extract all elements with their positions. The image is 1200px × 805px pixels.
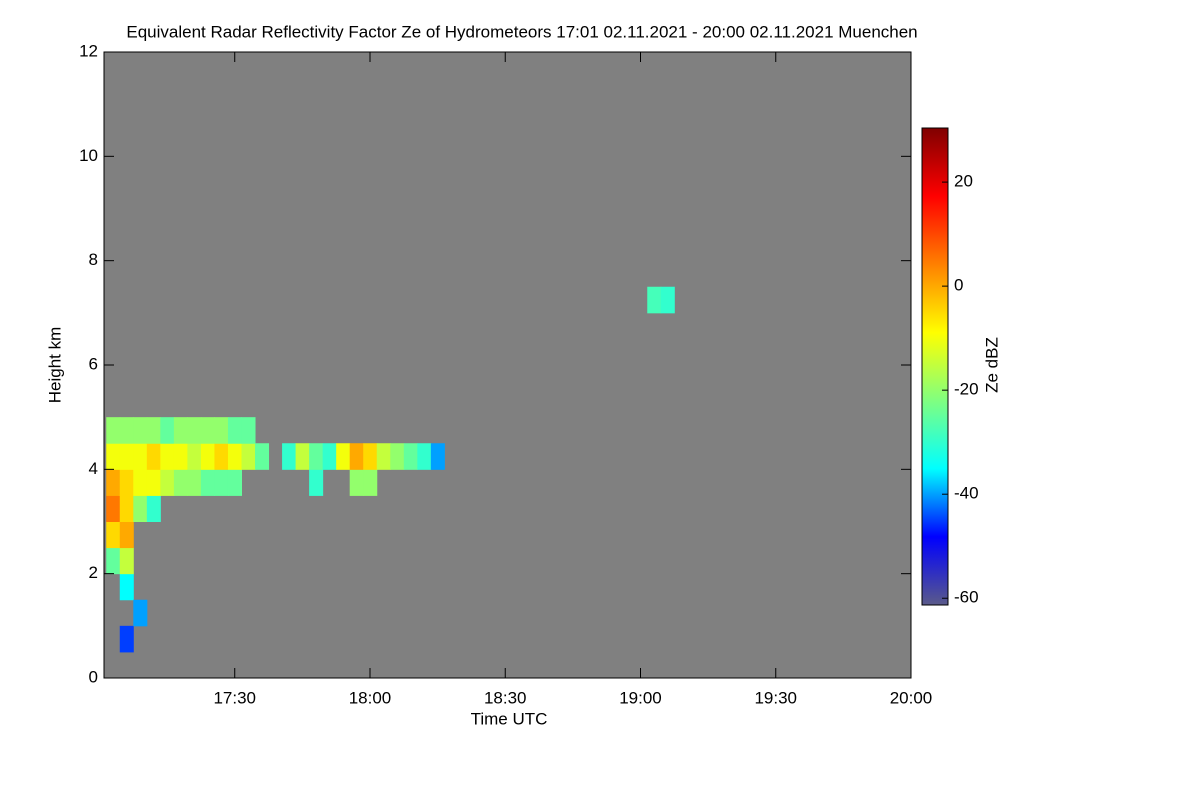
echo-cell bbox=[227, 443, 242, 470]
echo-cell bbox=[106, 417, 121, 444]
y-tick-label: 12 bbox=[79, 41, 98, 60]
echo-cell bbox=[146, 469, 161, 496]
chart-title: Equivalent Radar Reflectivity Factor Ze … bbox=[126, 22, 917, 41]
echo-cell bbox=[119, 547, 134, 575]
echo-cell bbox=[309, 443, 324, 470]
echo-cell bbox=[241, 443, 256, 470]
echo-cell bbox=[295, 443, 310, 470]
echo-cell bbox=[187, 469, 202, 496]
y-tick-label: 0 bbox=[89, 667, 98, 686]
plot-background bbox=[104, 52, 911, 678]
echo-cell bbox=[214, 469, 229, 496]
echo-cell bbox=[417, 443, 432, 470]
echo-cell bbox=[106, 469, 121, 496]
echo-cell bbox=[173, 469, 188, 496]
echo-cell bbox=[363, 443, 378, 470]
echo-cell bbox=[363, 469, 378, 496]
echo-cell bbox=[200, 443, 215, 470]
echo-cell bbox=[647, 286, 662, 314]
echo-cell bbox=[187, 443, 202, 470]
echo-cell bbox=[146, 443, 161, 470]
y-tick-label: 2 bbox=[89, 563, 98, 582]
y-tick-label: 6 bbox=[89, 354, 98, 373]
echo-cell bbox=[119, 521, 134, 549]
x-tick-label: 20:00 bbox=[890, 688, 933, 707]
echo-cell bbox=[106, 521, 121, 549]
x-tick-label: 18:00 bbox=[349, 688, 392, 707]
colorbar-label: Ze dBZ bbox=[982, 337, 1001, 393]
echo-cell bbox=[106, 495, 121, 522]
echo-cell bbox=[660, 286, 675, 314]
colorbar-tick-label: 0 bbox=[954, 276, 963, 295]
echo-cell bbox=[403, 443, 418, 470]
x-axis-label: Time UTC bbox=[471, 709, 548, 728]
x-tick-label: 18:30 bbox=[484, 688, 527, 707]
echo-cell bbox=[255, 443, 270, 470]
echo-cell bbox=[133, 469, 148, 496]
echo-cell bbox=[133, 417, 148, 444]
y-axis-label: Height km bbox=[45, 327, 64, 404]
echo-cell bbox=[200, 417, 215, 444]
echo-cell bbox=[106, 547, 121, 575]
echo-cell bbox=[119, 495, 134, 522]
echo-cell bbox=[133, 495, 148, 522]
echo-cell bbox=[376, 443, 391, 470]
echo-cell bbox=[119, 417, 134, 444]
echo-cell bbox=[227, 469, 242, 496]
echo-cell bbox=[309, 469, 324, 496]
x-tick-label: 17:30 bbox=[213, 688, 256, 707]
echo-cell bbox=[282, 443, 297, 470]
echo-cell bbox=[146, 417, 161, 444]
echo-cell bbox=[106, 443, 121, 470]
y-tick-label: 4 bbox=[89, 459, 98, 478]
echo-cell bbox=[214, 417, 229, 444]
y-tick-label: 8 bbox=[89, 250, 98, 269]
echo-cell bbox=[119, 625, 134, 653]
echo-cell bbox=[430, 443, 445, 470]
echo-cell bbox=[390, 443, 405, 470]
echo-cell bbox=[160, 417, 175, 444]
echo-cell bbox=[241, 417, 256, 444]
echo-cell bbox=[146, 495, 161, 522]
echo-cell bbox=[187, 417, 202, 444]
echo-cell bbox=[227, 417, 242, 444]
y-tick-label: 10 bbox=[79, 146, 98, 165]
echo-cell bbox=[322, 443, 337, 470]
x-tick-label: 19:30 bbox=[754, 688, 797, 707]
echo-cell bbox=[200, 469, 215, 496]
echo-cell bbox=[133, 599, 148, 627]
echo-cell bbox=[119, 573, 134, 601]
echo-cell bbox=[336, 443, 351, 470]
echo-cell bbox=[119, 469, 134, 496]
colorbar bbox=[921, 127, 949, 606]
colorbar-tick-label: -60 bbox=[954, 588, 979, 607]
echo-cell bbox=[349, 469, 364, 496]
echo-cell bbox=[173, 417, 188, 444]
colorbar-tick-label: -20 bbox=[954, 380, 979, 399]
x-tick-label: 19:00 bbox=[619, 688, 662, 707]
echo-cell bbox=[214, 443, 229, 470]
echo-cell bbox=[119, 443, 134, 470]
colorbar-tick-label: -40 bbox=[954, 484, 979, 503]
echo-cell bbox=[160, 443, 175, 470]
echo-cell bbox=[160, 469, 175, 496]
echo-cell bbox=[173, 443, 188, 470]
echo-cell bbox=[133, 443, 148, 470]
colorbar-tick-label: 20 bbox=[954, 172, 973, 191]
echo-cell bbox=[349, 443, 364, 470]
